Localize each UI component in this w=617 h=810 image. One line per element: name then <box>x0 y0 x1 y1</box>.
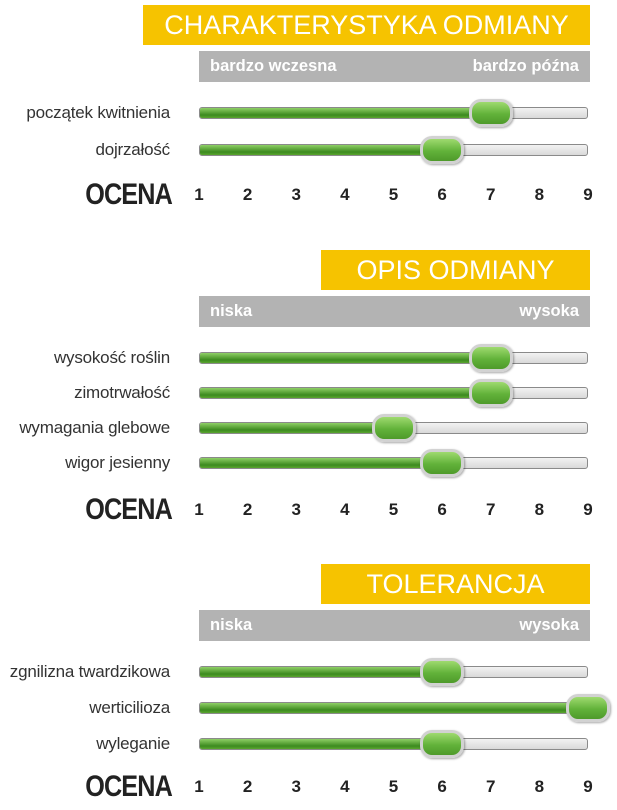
scale-header: niska wysoka <box>199 296 590 327</box>
x-tick-label: 5 <box>388 777 399 796</box>
bar-fill <box>200 458 444 468</box>
section-title: CHARAKTERYSTYKA ODMIANY <box>143 5 590 45</box>
scale-high-label: wysoka <box>519 302 579 320</box>
bar-row: wysokość roślin <box>0 343 617 373</box>
x-tick-label: 5 <box>388 500 399 519</box>
bar-row: wymagania glebowe <box>0 413 617 443</box>
bar-row: początek kwitnienia <box>0 98 617 128</box>
scale-low-label: niska <box>210 302 253 320</box>
bar-value-marker <box>468 379 513 407</box>
bar-fill <box>200 108 492 118</box>
x-tick-label: 4 <box>340 185 350 204</box>
bar-value-marker <box>420 730 465 758</box>
bar-track <box>199 144 588 156</box>
bar-fill <box>200 667 444 677</box>
x-tick-label: 7 <box>486 185 496 204</box>
axis-label-ocena: OCENA <box>85 178 173 211</box>
scale-header: bardzo wczesna bardzo późna <box>199 51 590 82</box>
bar-fill <box>200 703 589 713</box>
x-tick-label: 6 <box>437 500 447 519</box>
x-tick-label: 4 <box>340 500 350 519</box>
scale-low-label: niska <box>210 616 253 634</box>
x-tick-label: 2 <box>242 777 253 796</box>
section-title: OPIS ODMIANY <box>321 250 590 290</box>
bar-value-marker <box>420 136 465 164</box>
bar-fill <box>200 739 444 749</box>
bar-value-marker <box>566 694 610 722</box>
x-tick-label: 1 <box>194 185 204 204</box>
scale-high-label: bardzo późna <box>472 57 579 75</box>
x-tick-label: 8 <box>534 185 545 204</box>
bar-track <box>199 457 588 469</box>
bar-label: początek kwitnienia <box>26 103 170 122</box>
bar-label: wyleganie <box>96 734 170 753</box>
bar-value-marker <box>468 344 513 372</box>
bar-track <box>199 738 588 750</box>
bar-label: dojrzałość <box>95 140 170 159</box>
x-tick-label: 1 <box>194 500 204 519</box>
bar-value-marker <box>371 414 416 442</box>
bar-fill <box>200 353 492 363</box>
x-tick-label: 4 <box>340 777 350 796</box>
scale-header: niska wysoka <box>199 610 590 641</box>
x-axis: OCENA 1 2 3 4 5 6 7 8 9 <box>0 772 617 802</box>
bar-value-marker <box>420 658 465 686</box>
bar-row: zgnilizna twardzikowa <box>0 657 617 687</box>
bar-track <box>199 107 588 119</box>
x-tick-label: 3 <box>291 500 301 519</box>
bar-label: wigor jesienny <box>65 453 170 472</box>
x-tick-label: 5 <box>388 185 399 204</box>
bar-track <box>199 666 588 678</box>
bar-value-marker <box>420 449 465 477</box>
x-tick-label: 9 <box>583 500 593 519</box>
bar-label: wymagania glebowe <box>19 418 170 437</box>
bar-fill <box>200 145 444 155</box>
x-tick-label: 9 <box>583 185 593 204</box>
x-tick-label: 8 <box>534 777 545 796</box>
bar-value-marker <box>468 99 513 127</box>
x-tick-label: 7 <box>486 500 496 519</box>
bar-fill <box>200 423 395 433</box>
scale-high-label: wysoka <box>519 616 579 634</box>
bar-row: wigor jesienny <box>0 448 617 478</box>
x-tick-label: 3 <box>291 777 301 796</box>
bar-track <box>199 352 588 364</box>
bar-label: zgnilizna twardzikowa <box>9 662 170 681</box>
section-title: TOLERANCJA <box>321 564 590 604</box>
axis-label-ocena: OCENA <box>85 493 173 526</box>
bar-label: zimotrwałość <box>74 383 170 402</box>
bar-row: dojrzałość <box>0 135 617 165</box>
bar-row: zimotrwałość <box>0 378 617 408</box>
x-tick-label: 8 <box>534 500 545 519</box>
bar-row: werticilioza <box>0 693 617 723</box>
x-tick-label: 1 <box>194 777 204 796</box>
bar-row: wyleganie <box>0 729 617 759</box>
scale-low-label: bardzo wczesna <box>210 57 337 75</box>
x-tick-label: 6 <box>437 777 447 796</box>
bar-label: werticilioza <box>89 698 170 717</box>
bar-track <box>199 387 588 399</box>
x-tick-label: 6 <box>437 185 447 204</box>
x-axis: OCENA 1 2 3 4 5 6 7 8 9 <box>0 495 617 525</box>
x-tick-label: 2 <box>242 500 253 519</box>
x-axis: OCENA 1 2 3 4 5 6 7 8 9 <box>0 180 617 210</box>
x-tick-label: 7 <box>486 777 496 796</box>
bar-track <box>199 702 589 714</box>
x-tick-label: 3 <box>291 185 301 204</box>
x-tick-label: 9 <box>583 777 593 796</box>
bar-fill <box>200 388 492 398</box>
x-tick-label: 2 <box>242 185 253 204</box>
bar-label: wysokość roślin <box>53 348 170 367</box>
axis-label-ocena: OCENA <box>85 770 173 803</box>
